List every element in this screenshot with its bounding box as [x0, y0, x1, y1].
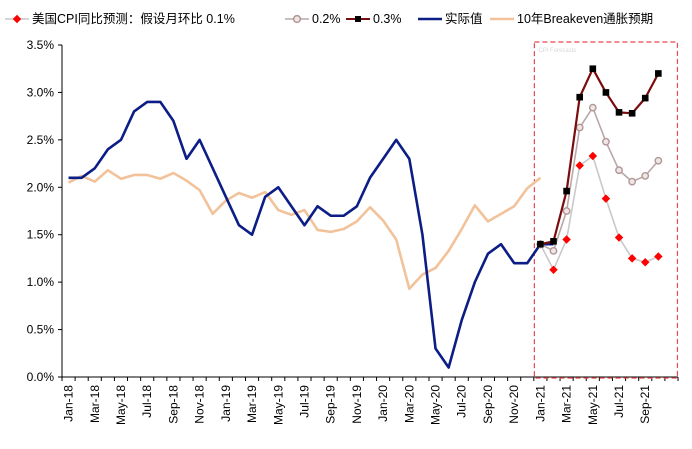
x-tick-label: Jan-19: [219, 385, 233, 422]
forecast-box-label: CPI Forecasts: [538, 48, 576, 54]
x-tick-label: Sep-19: [324, 385, 338, 424]
y-tick-label: 0.0%: [27, 370, 55, 384]
x-tick-label: Sep-18: [166, 385, 180, 424]
legend-item-0.2pct: 0.2%: [285, 12, 341, 26]
data-point: [627, 254, 637, 263]
forecast-box: CPI Forecasts: [533, 41, 679, 379]
legend-item-0.1pct: 美国CPI同比预测：假设月环比 0.1%: [5, 11, 235, 26]
x-tick-label: Nov-19: [350, 385, 364, 424]
series-layer: [67, 65, 663, 369]
y-tick-label: 2.5%: [27, 133, 55, 147]
x-tick-label: Jan-20: [376, 385, 390, 422]
x-tick-label: Jul-19: [297, 385, 311, 418]
x-tick-label: Mar-18: [88, 385, 102, 423]
data-point: [615, 166, 623, 175]
x-tick-label: Jul-21: [612, 385, 626, 418]
legend-label-0.3pct: 0.3%: [373, 12, 402, 26]
legend-label-0.2pct: 0.2%: [312, 12, 341, 26]
data-point: [654, 156, 663, 165]
x-tick-label: Mar-21: [560, 385, 574, 423]
x-tick-label: May-19: [271, 385, 285, 425]
y-tick-label: 1.0%: [27, 275, 55, 289]
data-point: [602, 137, 610, 146]
series-2: [537, 65, 662, 248]
data-point: [562, 235, 571, 244]
data-point: [654, 252, 663, 261]
axes: 0.0% 0.5% 1.0% 1.5% 2.0% 2.5% 3.0% 3.5% Jan-18 Ma…: [27, 38, 679, 425]
data-point: [640, 257, 650, 267]
legend-label-actual: 实际值: [445, 11, 483, 26]
x-tick-label: Jul-18: [140, 385, 154, 418]
data-point: [575, 123, 584, 132]
x-tick-label: May-20: [429, 385, 443, 425]
data-point: [537, 240, 544, 248]
x-tick-label: May-18: [114, 385, 128, 425]
x-tick-label: Nov-20: [507, 385, 521, 424]
series-line: [68, 100, 554, 369]
data-point: [641, 172, 650, 180]
y-tick-label: 0.5%: [27, 323, 55, 337]
x-tick-label: Nov-18: [193, 385, 207, 424]
legend-item-0.3pct: 0.3%: [346, 12, 402, 26]
x-tick-label: May-21: [586, 385, 600, 425]
x-tick-label: Mar-20: [402, 385, 416, 423]
series-4: [67, 168, 542, 291]
data-point: [628, 177, 637, 186]
x-tick-label: Jul-20: [455, 385, 469, 418]
y-tick-label: 2.0%: [27, 180, 55, 194]
x-tick-label: Mar-19: [245, 385, 259, 423]
y-tick-label: 1.5%: [27, 228, 55, 242]
data-point: [601, 194, 611, 203]
series-0: [536, 151, 663, 275]
data-point: [563, 187, 570, 195]
x-tick-label: Sep-21: [638, 385, 652, 424]
data-point: [550, 238, 557, 245]
data-point: [589, 65, 597, 73]
legend-item-actual: 实际值: [418, 11, 483, 26]
data-point: [641, 94, 649, 102]
data-point: [614, 233, 624, 242]
series-line: [540, 106, 659, 252]
data-point: [655, 70, 662, 77]
series-line: [67, 168, 542, 291]
data-point: [549, 265, 558, 275]
x-tick-label: Jan-21: [533, 385, 547, 422]
legend-label-breakeven: 10年Breakeven通胀预期: [517, 12, 653, 26]
data-point: [588, 103, 597, 112]
series-line: [539, 155, 659, 271]
data-point: [602, 89, 610, 96]
x-tick-label: Jan-18: [62, 385, 76, 422]
legend-item-breakeven: 10年Breakeven通胀预期: [490, 12, 653, 26]
legend-label-0.1pct: 美国CPI同比预测：假设月环比 0.1%: [32, 11, 235, 26]
y-tick-label: 3.0%: [27, 85, 55, 99]
series-3: [68, 100, 554, 369]
series-line: [540, 67, 660, 246]
legend: 美国CPI同比预测：假设月环比 0.1% 0.2% 0.3% 实际值 10年Br…: [5, 11, 653, 26]
x-tick-label: Sep-20: [481, 385, 495, 424]
data-point: [615, 109, 623, 116]
data-point: [576, 93, 584, 101]
data-point: [549, 246, 558, 255]
data-point: [628, 109, 636, 117]
data-point: [562, 207, 571, 215]
y-tick-label: 3.5%: [27, 38, 55, 52]
